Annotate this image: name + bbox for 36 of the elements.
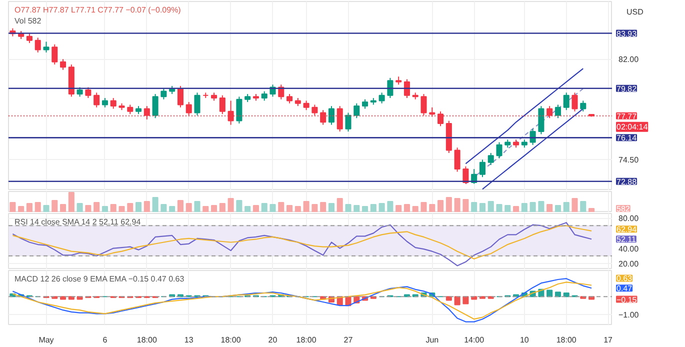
x-tick-label: 17 — [604, 336, 614, 344]
text: 62.94 — [616, 225, 638, 234]
x-tick-label: 18:00 — [220, 336, 242, 344]
ref-line-label: 79.82 — [616, 84, 638, 94]
text: MACD 12 26 close 9 EMA EMA −0.15 0.47 0.63 — [14, 274, 185, 284]
ref-line-label: 77.77 — [616, 112, 638, 121]
x-tick-label: 20 — [268, 336, 278, 344]
x-tick-label: 27 — [344, 336, 354, 344]
text: 0.47 — [616, 284, 633, 294]
text: 0.63 — [616, 274, 633, 284]
y-tick-label: 82.00 — [618, 55, 640, 64]
y-tick-label: 80.00 — [618, 214, 640, 224]
ref-line-label: 83.93 — [616, 29, 638, 38]
x-tick-label: 6 — [102, 336, 108, 344]
y-tick-label: 20.00 — [618, 259, 640, 268]
ref-line-label: 72.88 — [616, 177, 638, 186]
text: 52.11 — [616, 235, 636, 244]
ref-line-label: 76.14 — [616, 134, 638, 143]
y-tick-label: 40.00 — [618, 244, 640, 254]
y-tick-label: 74.50 — [618, 156, 640, 165]
x-tick-label: 18:00 — [556, 336, 577, 344]
x-tick-label: Jun — [426, 336, 439, 344]
x-tick-label: 18:00 — [296, 336, 317, 344]
x-tick-label: 10 — [520, 336, 530, 344]
x-tick-label: 18:00 — [136, 336, 158, 344]
text: 582 — [616, 204, 630, 214]
y-axis-title: USD — [626, 8, 644, 16]
text: Vol 582 — [14, 16, 42, 26]
x-tick-label: May — [38, 336, 54, 344]
text: 02:04:14 — [616, 122, 648, 132]
chart-title: RSI 14 close SMA 14 2 52.11 62.94 — [14, 218, 142, 226]
chart-title: O77.87 H77.87 L77.71 C77.77 −0.07 (−0.09%) — [14, 6, 182, 14]
x-tick-label: 14:00 — [464, 336, 485, 344]
y-tick-label: −0.15 — [616, 295, 638, 304]
x-tick-label: 13 — [184, 336, 194, 344]
y-tick-label: −1.00 — [618, 310, 640, 320]
